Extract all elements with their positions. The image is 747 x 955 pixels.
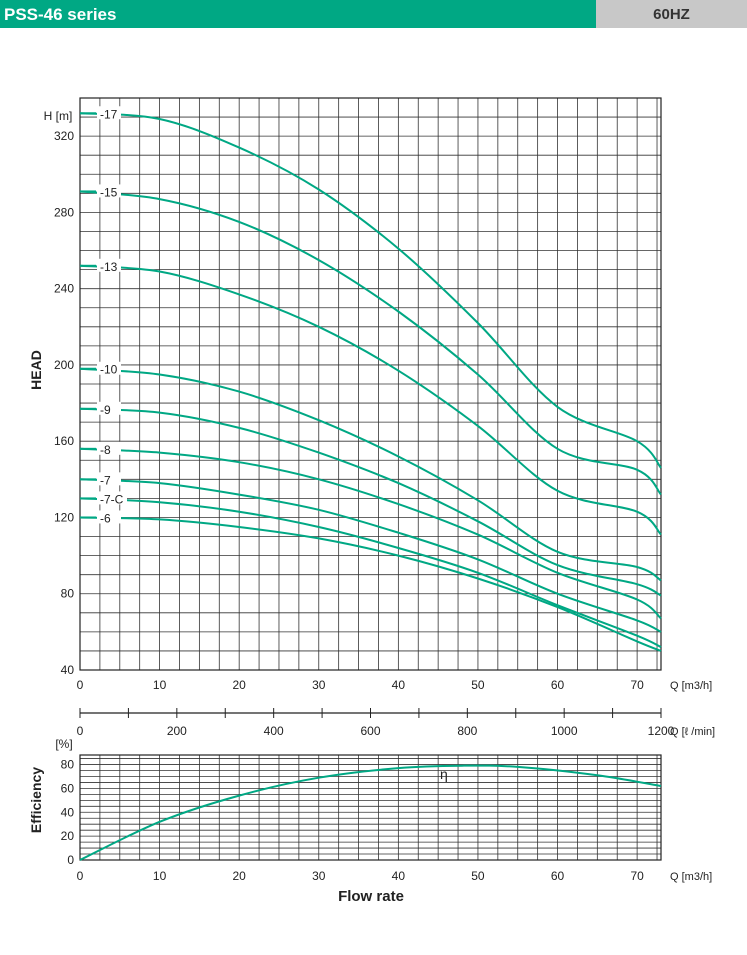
head-x-tick-label: 20: [232, 678, 246, 692]
head-y-tick-label: 240: [54, 282, 74, 296]
head-series-label-bg: [97, 106, 121, 120]
head-series-label: -13: [100, 260, 118, 274]
head-curve-7-C: [79, 497, 662, 649]
efficiency-eta-label: η: [440, 766, 448, 782]
head-curve-6: [79, 516, 662, 652]
head-y-tick-label: 280: [54, 205, 74, 219]
efficiency-x-tick-label: 0: [77, 869, 84, 883]
head-curve-8: [79, 447, 662, 620]
head-curves: [79, 112, 662, 652]
head-series-label-bg: [97, 441, 121, 455]
head-x-tick-label: 0: [77, 678, 84, 692]
lpm-tick-label: 200: [167, 724, 187, 738]
head-series-label-bg: [97, 258, 121, 272]
head-curve-13: [79, 264, 662, 536]
head-x-tick-label: 40: [392, 678, 406, 692]
efficiency-x-tick-label: 30: [312, 869, 326, 883]
head-frame: [79, 97, 662, 671]
head-x-tick-label: 10: [153, 678, 167, 692]
efficiency-x-unit-label: Q [m3/h]: [670, 871, 712, 883]
lpm-tick-label: 0: [77, 724, 84, 738]
efficiency-y-tick-label: 80: [61, 758, 75, 772]
head-curve-15: [79, 190, 662, 496]
head-series-label: -15: [100, 185, 118, 199]
efficiency-curve: [79, 764, 662, 861]
efficiency-x-tick-label: 10: [153, 869, 167, 883]
head-series-label: -7-C: [100, 492, 124, 506]
head-y-tick-label: 320: [54, 129, 74, 143]
efficiency-unit-label: [%]: [55, 737, 72, 751]
efficiency-ticks: 0 20 40 60 80 0 10 20 30 40 50 60 70: [61, 758, 644, 883]
head-curve-7: [79, 478, 662, 633]
lpm-tick-label: 1000: [551, 724, 578, 738]
flow-lpm-axis: 0 200 400 600 800 1000 1200: [77, 708, 675, 738]
head-series-label-bg: [97, 401, 121, 415]
head-y-tick-label: 120: [54, 510, 74, 524]
head-y-tick-label: 80: [61, 587, 75, 601]
head-curve-9: [79, 407, 662, 597]
efficiency-y-tick-label: 60: [61, 781, 75, 795]
head-x-tick-label: 60: [551, 678, 565, 692]
head-x-unit-label: Q [m3/h]: [670, 680, 712, 692]
efficiency-plot-border: [79, 754, 662, 861]
head-series-label: -8: [100, 443, 111, 457]
lpm-tick-label: 1200: [648, 724, 675, 738]
efficiency-y-tick-label: 20: [61, 829, 75, 843]
head-series-label: -17: [100, 107, 118, 121]
frequency-badge: 60HZ: [596, 0, 747, 28]
efficiency-frame: [79, 754, 662, 861]
head-series-label-bg: [97, 491, 127, 505]
efficiency-y-tick-label: 40: [61, 805, 75, 819]
flow-rate-title: Flow rate: [338, 888, 404, 905]
head-series-label-bg: [97, 184, 121, 198]
efficiency-x-tick-label: 40: [392, 869, 406, 883]
lpm-tick-label: 400: [264, 724, 284, 738]
head-plot-border: [79, 97, 662, 671]
head-x-tick-label: 50: [471, 678, 485, 692]
head-series-label-bg: [97, 361, 121, 375]
lpm-unit-label: Q [ℓ /min]: [670, 726, 715, 738]
efficiency-x-tick-label: 20: [232, 869, 246, 883]
head-series-label: -9: [100, 403, 111, 417]
head-unit-label: H [m]: [44, 109, 73, 123]
head-series-label-bg: [97, 472, 121, 486]
efficiency-axis-title: Efficiency: [28, 767, 44, 833]
efficiency-x-tick-label: 60: [551, 869, 565, 883]
head-series-label: -7: [100, 473, 111, 487]
head-curve-10: [79, 367, 662, 582]
head-series-label: -6: [100, 511, 111, 525]
head-curve-17: [79, 112, 662, 469]
head-axis-title: HEAD: [28, 350, 44, 390]
series-title: PSS-46 series: [0, 0, 596, 28]
head-grid: [79, 97, 661, 671]
head-ticks: 40 80 120 160 200 240 280 320 0 10 20 30 40 50 60 70: [54, 129, 644, 692]
efficiency-curves: [79, 764, 662, 861]
efficiency-y-tick-label: 0: [67, 853, 74, 867]
efficiency-x-tick-label: 70: [630, 869, 644, 883]
efficiency-x-tick-label: 50: [471, 869, 485, 883]
head-series-label-bg: [97, 510, 121, 524]
head-x-tick-label: 30: [312, 678, 326, 692]
head-y-tick-label: 160: [54, 434, 74, 448]
head-series-labels: -17 -15 -13 -10 -9 -8 -7 -7-C -6: [97, 106, 127, 525]
head-y-tick-label: 200: [54, 358, 74, 372]
head-series-label: -10: [100, 363, 118, 377]
lpm-tick-label: 800: [457, 724, 477, 738]
head-x-tick-label: 70: [630, 678, 644, 692]
lpm-tick-label: 600: [360, 724, 380, 738]
head-y-tick-label: 40: [61, 663, 75, 677]
